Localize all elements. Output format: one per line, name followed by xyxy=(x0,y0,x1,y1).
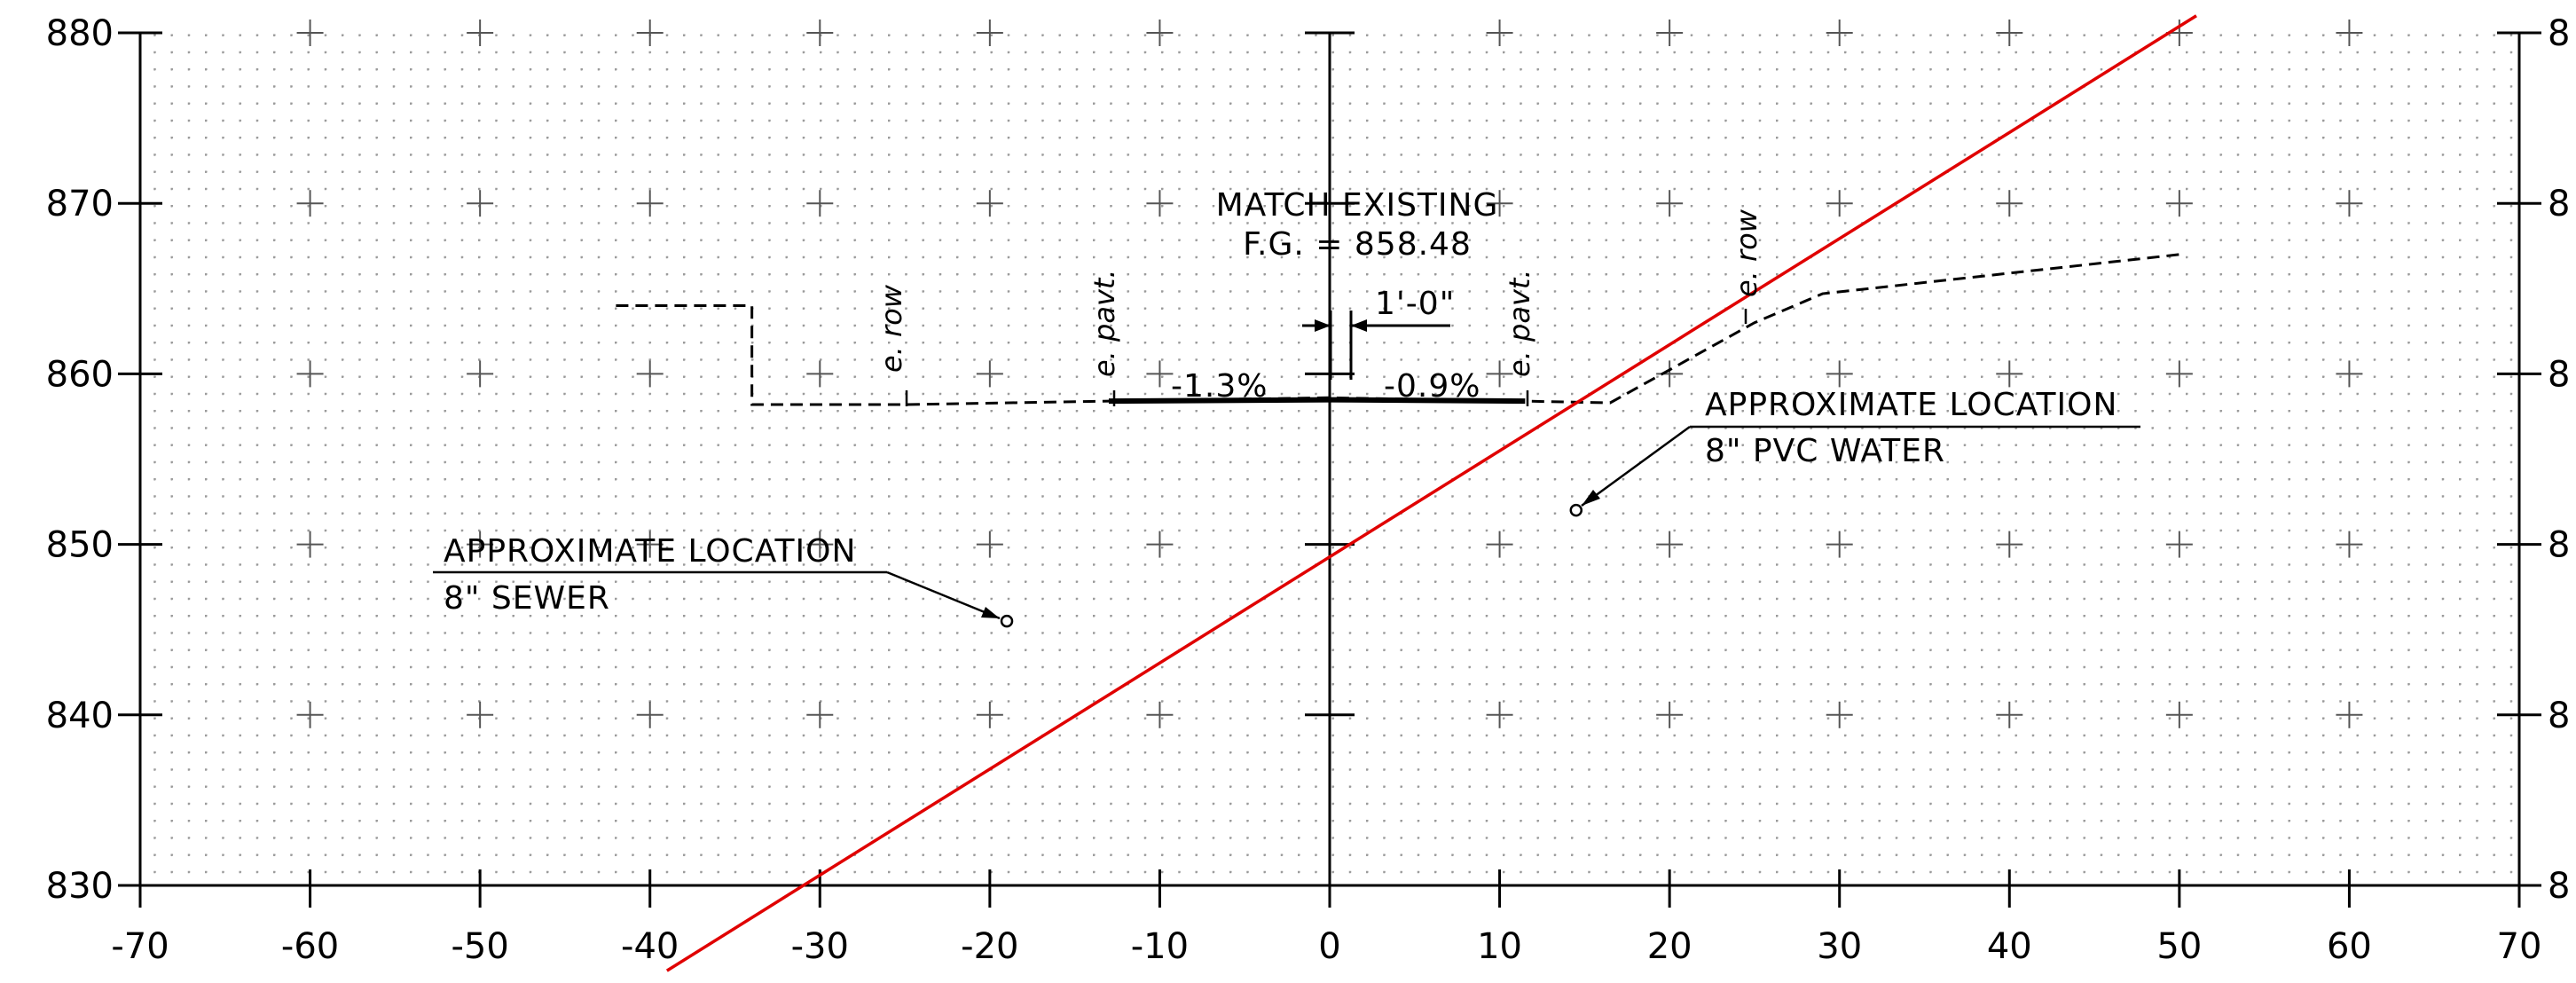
x-tick-label: 50 xyxy=(2156,926,2202,967)
station-marker-label: e. row xyxy=(875,284,908,373)
finish-grade-label: F.G. = 858.48 xyxy=(1243,226,1472,263)
water-pipe-label: 8" PVC WATER xyxy=(1705,433,1945,469)
sewer-callout: APPROXIMATE LOCATION 8" SEWER xyxy=(433,533,1001,620)
right-tick-label: 8 xyxy=(2548,696,2570,736)
y-tick-labels: 830 840 850 860 870 880 xyxy=(46,13,114,907)
y-tick-label: 850 xyxy=(46,525,114,566)
x-tick-label: -40 xyxy=(621,926,679,967)
x-tick-label: -20 xyxy=(961,926,1018,967)
x-tick-label: 0 xyxy=(1318,926,1340,967)
y-tick-label: 880 xyxy=(46,13,114,54)
match-existing-label: MATCH EXISTING xyxy=(1216,187,1499,224)
x-tick-label: 30 xyxy=(1817,926,1862,967)
slope-right-label: -0.9% xyxy=(1384,368,1480,405)
dimension-1ft: 1'-0" xyxy=(1302,286,1455,380)
x-tick-label: 20 xyxy=(1647,926,1692,967)
x-tick-label: -10 xyxy=(1131,926,1189,967)
x-tick-labels: -70 -60 -50 -40 -30 -20 -10 0 10 20 30 40 50 60 70 xyxy=(111,926,2541,967)
station-markers: e. row e. pavt. e. pavt. e. row xyxy=(875,208,1763,406)
y-tick-label: 870 xyxy=(46,184,114,224)
red-reference-line xyxy=(665,14,2197,972)
x-tick-label: -30 xyxy=(791,926,849,967)
axes xyxy=(118,31,2541,908)
right-tick-label: 8 xyxy=(2548,184,2570,224)
x-tick-label: -50 xyxy=(451,926,508,967)
grid-crosshairs xyxy=(296,20,2363,728)
right-tick-labels: 8 8 8 8 8 8 xyxy=(2548,13,2570,907)
water-callout: APPROXIMATE LOCATION 8" PVC WATER xyxy=(1581,387,2140,507)
y-tick-label: 840 xyxy=(46,696,114,736)
right-tick-label: 8 xyxy=(2548,525,2570,566)
existing-ground-line xyxy=(616,253,2180,406)
x-tick-label: 40 xyxy=(1987,926,2032,967)
sewer-pipe-point xyxy=(1000,614,1014,628)
station-marker-label: e. row xyxy=(1730,208,1763,297)
station-marker-label: e. pavt. xyxy=(1503,269,1536,377)
y-tick-label: 830 xyxy=(46,866,114,907)
water-pipe-point xyxy=(1569,503,1583,517)
right-tick-label: 8 xyxy=(2548,866,2570,907)
slope-left-label: -1.3% xyxy=(1171,368,1268,405)
sewer-pipe-label: 8" SEWER xyxy=(444,580,610,617)
x-tick-label: 60 xyxy=(2327,926,2372,967)
water-location-label: APPROXIMATE LOCATION xyxy=(1705,387,2117,423)
dimension-label: 1'-0" xyxy=(1375,286,1455,322)
right-tick-label: 8 xyxy=(2548,13,2570,54)
sewer-location-label: APPROXIMATE LOCATION xyxy=(444,533,856,570)
y-tick-label: 860 xyxy=(46,354,114,395)
x-tick-label: 10 xyxy=(1477,926,1522,967)
x-tick-label: -60 xyxy=(281,926,339,967)
x-tick-label: 70 xyxy=(2497,926,2542,967)
x-tick-label: -70 xyxy=(111,926,169,967)
right-tick-label: 8 xyxy=(2548,354,2570,395)
station-marker-label: e. pavt. xyxy=(1088,269,1121,377)
